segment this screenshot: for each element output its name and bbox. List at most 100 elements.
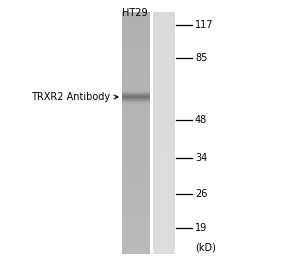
- Bar: [153, 29, 175, 30]
- Bar: [153, 125, 175, 126]
- Bar: [122, 43, 150, 44]
- Bar: [153, 82, 175, 83]
- Bar: [122, 101, 150, 102]
- Bar: [122, 155, 150, 156]
- Bar: [153, 33, 175, 34]
- Bar: [122, 122, 150, 123]
- Bar: [122, 200, 150, 201]
- Bar: [153, 99, 175, 100]
- Bar: [122, 204, 150, 205]
- Bar: [122, 43, 150, 44]
- Bar: [122, 130, 150, 131]
- Text: 48: 48: [195, 115, 207, 125]
- Bar: [122, 188, 150, 190]
- Bar: [122, 175, 150, 176]
- Bar: [122, 205, 150, 206]
- Bar: [153, 31, 175, 32]
- Bar: [122, 25, 150, 26]
- Bar: [153, 100, 175, 101]
- Bar: [153, 63, 175, 64]
- Bar: [122, 37, 150, 38]
- Bar: [153, 164, 175, 165]
- Bar: [122, 109, 150, 110]
- Bar: [153, 50, 175, 51]
- Bar: [122, 134, 150, 135]
- Bar: [122, 142, 150, 144]
- Bar: [153, 213, 175, 214]
- Bar: [153, 145, 175, 146]
- Bar: [153, 126, 175, 127]
- Bar: [122, 166, 150, 167]
- Bar: [153, 216, 175, 217]
- Bar: [153, 185, 175, 186]
- Bar: [153, 194, 175, 195]
- Bar: [122, 244, 150, 245]
- Bar: [122, 61, 150, 62]
- Bar: [122, 73, 150, 74]
- Bar: [153, 77, 175, 78]
- Bar: [153, 37, 175, 39]
- Bar: [122, 235, 150, 236]
- Bar: [153, 162, 175, 163]
- Bar: [122, 104, 150, 105]
- Bar: [153, 163, 175, 164]
- Bar: [153, 76, 175, 77]
- Bar: [122, 56, 150, 57]
- Text: 117: 117: [195, 20, 213, 30]
- Bar: [122, 45, 150, 46]
- Bar: [122, 31, 150, 32]
- Bar: [122, 238, 150, 239]
- Bar: [122, 181, 150, 182]
- Text: (kD): (kD): [195, 243, 216, 253]
- Bar: [122, 226, 150, 227]
- Bar: [122, 245, 150, 246]
- Bar: [153, 98, 175, 99]
- Bar: [153, 187, 175, 188]
- Bar: [153, 73, 175, 74]
- Bar: [122, 150, 150, 152]
- Bar: [122, 33, 150, 34]
- Bar: [153, 45, 175, 46]
- Bar: [122, 158, 150, 159]
- Bar: [122, 192, 150, 194]
- Bar: [153, 176, 175, 177]
- Bar: [122, 239, 150, 240]
- Bar: [153, 140, 175, 141]
- Bar: [122, 60, 150, 61]
- Bar: [122, 163, 150, 164]
- Bar: [153, 197, 175, 198]
- Bar: [153, 16, 175, 17]
- Bar: [122, 50, 150, 51]
- Bar: [122, 98, 150, 99]
- Bar: [153, 69, 175, 70]
- Bar: [153, 75, 175, 76]
- Bar: [153, 150, 175, 151]
- Bar: [122, 233, 150, 234]
- Bar: [122, 151, 150, 152]
- Bar: [153, 149, 175, 150]
- Bar: [122, 70, 150, 71]
- Bar: [122, 87, 150, 88]
- Bar: [153, 94, 175, 95]
- Bar: [153, 119, 175, 120]
- Bar: [153, 236, 175, 237]
- Bar: [122, 24, 150, 25]
- Bar: [153, 159, 175, 160]
- Bar: [122, 49, 150, 50]
- Bar: [153, 146, 175, 147]
- Bar: [153, 208, 175, 209]
- Bar: [122, 220, 150, 221]
- Bar: [122, 34, 150, 35]
- Bar: [153, 132, 175, 133]
- Bar: [153, 137, 175, 138]
- Bar: [122, 59, 150, 60]
- Bar: [122, 180, 150, 181]
- Bar: [122, 17, 150, 18]
- Bar: [153, 115, 175, 116]
- Bar: [122, 86, 150, 87]
- Bar: [153, 106, 175, 107]
- Bar: [153, 25, 175, 26]
- Bar: [122, 222, 150, 223]
- Bar: [122, 113, 150, 115]
- Bar: [153, 209, 175, 210]
